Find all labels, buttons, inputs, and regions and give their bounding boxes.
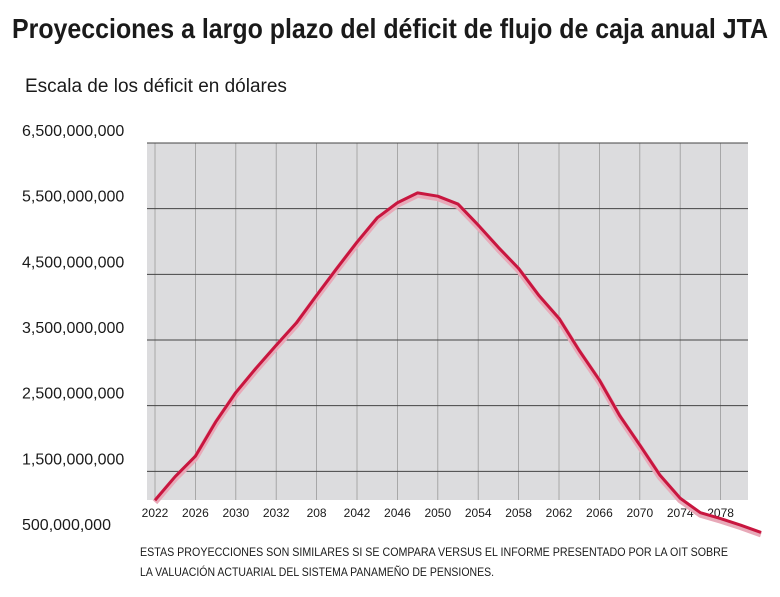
y-tick-label: 3,500,000,000	[22, 320, 124, 337]
y-tick-label: 5,500,000,000	[22, 189, 124, 206]
x-tick-label: 2062	[546, 506, 573, 520]
x-tick-label: 2074	[667, 506, 694, 520]
line	[153, 191, 762, 534]
x-tick-label: 2030	[222, 506, 249, 520]
chart-subtitle: Escala de los déficit en dólares	[25, 76, 287, 97]
y-tick-label: 500,000,000	[22, 517, 111, 534]
x-tick-label: 2070	[626, 506, 653, 520]
plot-background	[147, 143, 748, 500]
y-tick-label: 1,500,000,000	[22, 451, 124, 468]
x-tick-label: 2032	[263, 506, 290, 520]
y-tick-label: 6,500,000,000	[22, 123, 124, 140]
x-tick-label: 2050	[424, 506, 451, 520]
x-tick-label: 2058	[505, 506, 532, 520]
note: LA VALUACIÓN ACTUARIAL DEL SISTEMA PANAM…	[140, 564, 494, 579]
x-tick-label: 2026	[182, 506, 209, 520]
x-tick-label: 2066	[586, 506, 613, 520]
y-tick-label: 4,500,000,000	[22, 254, 124, 271]
x-tick-label: 208	[307, 506, 327, 520]
chart-title: Proyecciones a largo plazo del déficit d…	[12, 13, 768, 44]
note: ESTAS PROYECCIONES SON SIMILARES SI SE C…	[140, 545, 728, 559]
x-tick-label: 2054	[465, 506, 492, 520]
x-tick-label: 2046	[384, 506, 411, 520]
x-tick-label: 2042	[344, 506, 371, 520]
y-tick-label: 2,500,000,000	[22, 386, 124, 403]
x-tick-label: 2022	[142, 506, 169, 520]
